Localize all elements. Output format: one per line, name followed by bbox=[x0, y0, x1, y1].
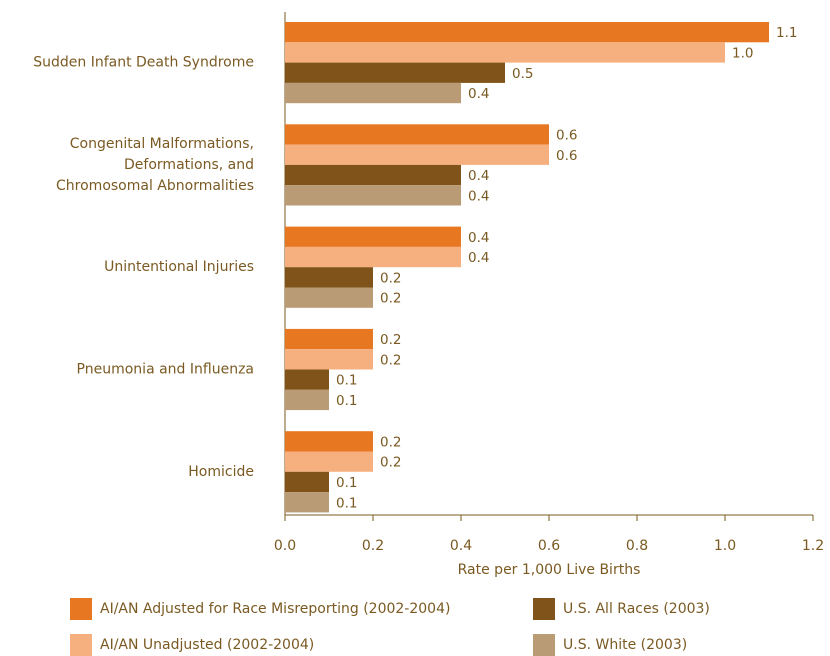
bar bbox=[285, 22, 769, 43]
category-label: Pneumonia and Influenza bbox=[77, 362, 254, 378]
bar bbox=[285, 492, 329, 513]
x-tick-label: 0.4 bbox=[450, 538, 472, 554]
x-tick-label: 0.8 bbox=[626, 538, 648, 554]
x-axis-title: Rate per 1,000 Live Births bbox=[458, 562, 641, 578]
data-label: 0.4 bbox=[468, 250, 489, 266]
category-label: Sudden Infant Death Syndrome bbox=[33, 55, 254, 71]
bar bbox=[285, 82, 461, 104]
data-label: 0.2 bbox=[380, 352, 401, 368]
legend-label: AI/AN Unadjusted (2002-2004) bbox=[100, 637, 314, 653]
legend-label: U.S. All Races (2003) bbox=[563, 601, 710, 617]
legend-swatch bbox=[70, 634, 92, 656]
data-label: 0.2 bbox=[380, 270, 401, 286]
legend-swatch bbox=[533, 634, 555, 656]
x-tick-label: 0.2 bbox=[362, 538, 384, 554]
bar bbox=[285, 389, 329, 411]
x-tick-label: 0.0 bbox=[274, 538, 296, 554]
x-tick-label: 1.2 bbox=[802, 538, 824, 554]
data-label: 0.2 bbox=[380, 332, 401, 348]
data-label: 0.2 bbox=[380, 455, 401, 471]
category-label: Homicide bbox=[188, 464, 254, 480]
bar bbox=[285, 349, 373, 370]
bar bbox=[285, 62, 505, 83]
bar bbox=[285, 267, 373, 288]
bar bbox=[285, 431, 373, 452]
data-label: 0.1 bbox=[336, 393, 357, 409]
legend-label: AI/AN Adjusted for Race Misreporting (20… bbox=[100, 601, 450, 617]
bar bbox=[285, 451, 373, 472]
category-label: Unintentional Injuries bbox=[104, 259, 254, 275]
category-label: Congenital Malformations, Deformations, a… bbox=[56, 136, 254, 194]
data-label: 0.2 bbox=[380, 434, 401, 450]
bar bbox=[285, 42, 725, 63]
bar bbox=[285, 164, 461, 186]
data-label: 0.6 bbox=[556, 127, 577, 143]
data-label: 0.6 bbox=[556, 148, 577, 164]
bar bbox=[285, 144, 549, 165]
bar bbox=[285, 287, 373, 308]
data-label: 0.4 bbox=[468, 230, 489, 246]
bar bbox=[285, 124, 549, 145]
legend-swatch bbox=[533, 598, 555, 620]
data-label: 1.0 bbox=[732, 45, 753, 61]
data-label: 0.1 bbox=[336, 475, 357, 491]
legend-swatch bbox=[70, 598, 92, 620]
data-label: 0.4 bbox=[468, 86, 489, 102]
data-label: 0.4 bbox=[468, 168, 489, 184]
bar bbox=[285, 369, 329, 390]
x-tick-label: 0.6 bbox=[538, 538, 560, 554]
data-label: 0.1 bbox=[336, 495, 357, 511]
data-label: 0.5 bbox=[512, 66, 533, 82]
bar bbox=[285, 185, 461, 206]
bar bbox=[285, 328, 373, 350]
bar bbox=[285, 246, 461, 268]
x-tick-label: 1.0 bbox=[714, 538, 736, 554]
data-label: 0.4 bbox=[468, 188, 489, 204]
legend-label: U.S. White (2003) bbox=[563, 637, 687, 653]
data-label: 0.2 bbox=[380, 291, 401, 307]
bar bbox=[285, 226, 461, 247]
data-label: 1.1 bbox=[776, 25, 797, 41]
data-label: 0.1 bbox=[336, 373, 357, 389]
bar bbox=[285, 471, 329, 493]
